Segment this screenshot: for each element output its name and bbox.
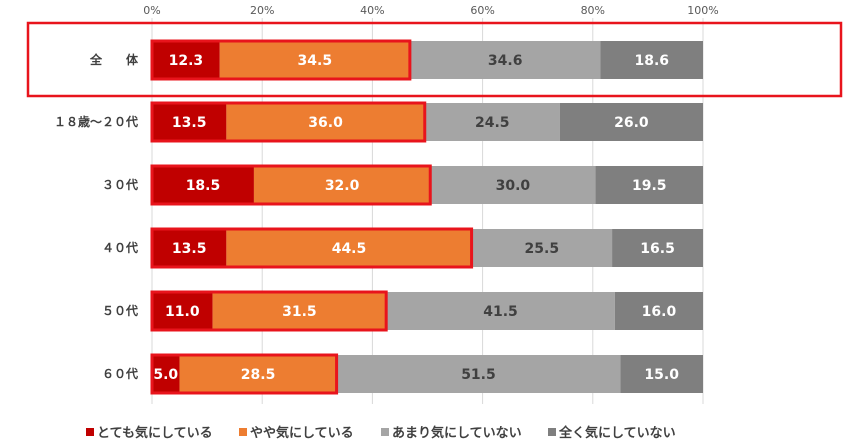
- legend-label: とても気にしている: [97, 425, 213, 441]
- data-label: 5.0: [153, 367, 178, 383]
- data-label: 18.6: [634, 53, 669, 69]
- x-axis-ticks: 0% 20% 40% 60% 80% 100%: [143, 4, 718, 17]
- data-labels: 12.3 34.5 34.6 18.6 13.5 36.0 24.5 26.0 18.5 32.0…: [153, 53, 679, 383]
- data-label: 15.0: [644, 367, 679, 383]
- data-label: 34.5: [298, 53, 333, 69]
- bar-segment: [152, 41, 220, 79]
- data-label: 31.5: [282, 304, 317, 320]
- overall-row-highlight: [26, 21, 843, 98]
- bar-segment: [152, 103, 227, 141]
- legend-swatch: [86, 428, 94, 436]
- legend-label: 全く気にしていない: [558, 425, 676, 441]
- data-label: 18.5: [186, 178, 221, 194]
- data-label: 16.0: [642, 304, 677, 320]
- data-label: 34.6: [488, 53, 523, 69]
- data-label: 30.0: [496, 178, 531, 194]
- data-label: 24.5: [475, 115, 510, 131]
- bar-segment: [152, 292, 213, 330]
- data-label: 51.5: [461, 367, 496, 383]
- legend-label: あまり気にしていない: [392, 425, 522, 441]
- x-tick-label: 40%: [360, 4, 384, 17]
- data-label: 26.0: [614, 115, 649, 131]
- x-tick-label: 60%: [470, 4, 494, 17]
- highlight-box: [150, 101, 427, 143]
- bar-segment: [471, 229, 613, 267]
- bar-segment: [226, 229, 472, 267]
- data-label: 25.5: [525, 241, 560, 257]
- highlight-box: [150, 39, 412, 81]
- category-label: 全 体: [89, 52, 139, 67]
- data-label: 13.5: [172, 115, 207, 131]
- bar-segment: [409, 41, 601, 79]
- bar-segment: [226, 103, 425, 141]
- highlight-box: [150, 290, 388, 332]
- x-tick-label: 0%: [143, 4, 160, 17]
- bar-segment: [152, 229, 227, 267]
- category-label: ４０代: [102, 240, 138, 255]
- bar-segment: [179, 355, 337, 393]
- bar-segment: [614, 292, 703, 330]
- highlight-box: [150, 353, 339, 395]
- data-label: 19.5: [632, 178, 667, 194]
- category-label: １８歳〜２０代: [54, 114, 138, 129]
- bar-segment: [612, 229, 703, 267]
- legend-swatch: [548, 428, 556, 436]
- bar-segment: [212, 292, 387, 330]
- bar-segment: [386, 292, 615, 330]
- category-label: ３０代: [102, 177, 138, 192]
- x-tick-label: 80%: [581, 4, 605, 17]
- legend-swatch: [239, 428, 247, 436]
- data-label: 36.0: [308, 115, 343, 131]
- highlight-box: [150, 227, 474, 269]
- bar-segment: [253, 166, 431, 204]
- bar-segment: [600, 41, 703, 79]
- category-label: ６０代: [102, 366, 138, 381]
- gridlines: [151, 18, 704, 404]
- data-label: 13.5: [172, 241, 207, 257]
- bars: [152, 41, 703, 393]
- data-label: 16.5: [640, 241, 675, 257]
- category-label: ５０代: [102, 303, 138, 318]
- data-label: 41.5: [483, 304, 518, 320]
- bar-segment: [559, 103, 703, 141]
- highlight-box: [150, 164, 432, 206]
- x-tick-label: 20%: [250, 4, 274, 17]
- bar-segment: [152, 355, 180, 393]
- data-label: 44.5: [332, 241, 367, 257]
- data-label: 12.3: [169, 53, 204, 69]
- x-tick-label: 100%: [687, 4, 718, 17]
- bar-segment: [430, 166, 596, 204]
- bar-segment: [219, 41, 410, 79]
- legend-swatch: [381, 428, 389, 436]
- data-label: 28.5: [241, 367, 276, 383]
- highlight-outlines: [26, 21, 843, 395]
- bar-segment: [336, 355, 621, 393]
- legend: とても気にしている やや気にしている あまり気にしていない 全く気にしていない: [86, 425, 676, 441]
- legend-label: やや気にしている: [250, 425, 354, 441]
- data-label: 11.0: [165, 304, 200, 320]
- bar-segment: [424, 103, 560, 141]
- data-label: 32.0: [325, 178, 360, 194]
- bar-segment: [620, 355, 703, 393]
- category-labels: 全 体 １８歳〜２０代 ３０代 ４０代 ５０代 ６０代: [54, 52, 139, 381]
- bar-segment: [152, 166, 254, 204]
- bar-segment: [595, 166, 703, 204]
